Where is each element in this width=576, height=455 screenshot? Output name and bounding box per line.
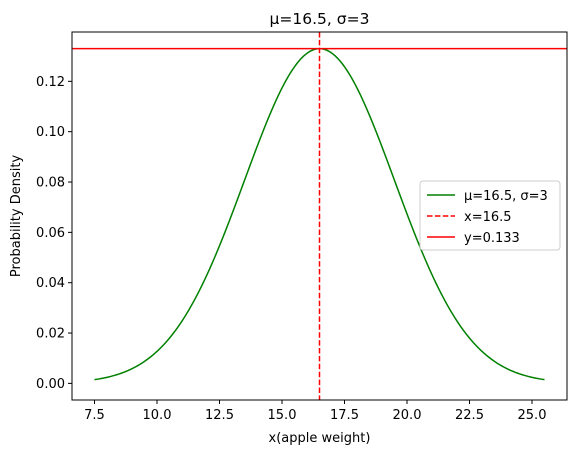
y-tick-label: 0.06 (36, 226, 65, 241)
y-tick-label: 0.04 (36, 276, 65, 291)
x-tick-label: 17.5 (330, 408, 359, 423)
x-tick-label: 20.0 (393, 408, 422, 423)
x-axis-ticks: 7.5 10.0 12.5 15.0 17.5 20.0 22.5 25.0 (84, 400, 546, 423)
x-tick-label: 10.0 (143, 408, 172, 423)
y-tick-label: 0.00 (36, 377, 65, 392)
y-axis-label: Probability Density (9, 155, 24, 278)
plot-frame (71, 31, 568, 401)
x-axis-label: x(apple weight) (269, 431, 371, 446)
y-axis-ticks: 0.00 0.02 0.04 0.06 0.08 0.10 0.12 (36, 75, 72, 392)
legend-box (419, 180, 561, 251)
legend-entry-hline: y=0.133 (464, 231, 520, 246)
y-tick-label: 0.08 (36, 176, 65, 191)
x-tick-label: 7.5 (84, 408, 105, 423)
x-tick-label: 22.5 (455, 408, 484, 423)
x-tick-label: 12.5 (205, 408, 234, 423)
x-tick-label: 15.0 (268, 408, 297, 423)
chart-title: μ=16.5, σ=3 (270, 10, 370, 28)
y-tick-label: 0.12 (36, 75, 65, 90)
y-tick-label: 0.10 (36, 125, 65, 140)
legend-entry-vline: x=16.5 (464, 210, 512, 225)
x-tick-label: 25.0 (518, 408, 547, 423)
y-tick-label: 0.02 (36, 327, 65, 342)
legend: μ=16.5, σ=3 x=16.5 y=0.133 (419, 180, 561, 251)
series-layer (72, 32, 567, 400)
legend-entry-curve: μ=16.5, σ=3 (464, 189, 548, 204)
